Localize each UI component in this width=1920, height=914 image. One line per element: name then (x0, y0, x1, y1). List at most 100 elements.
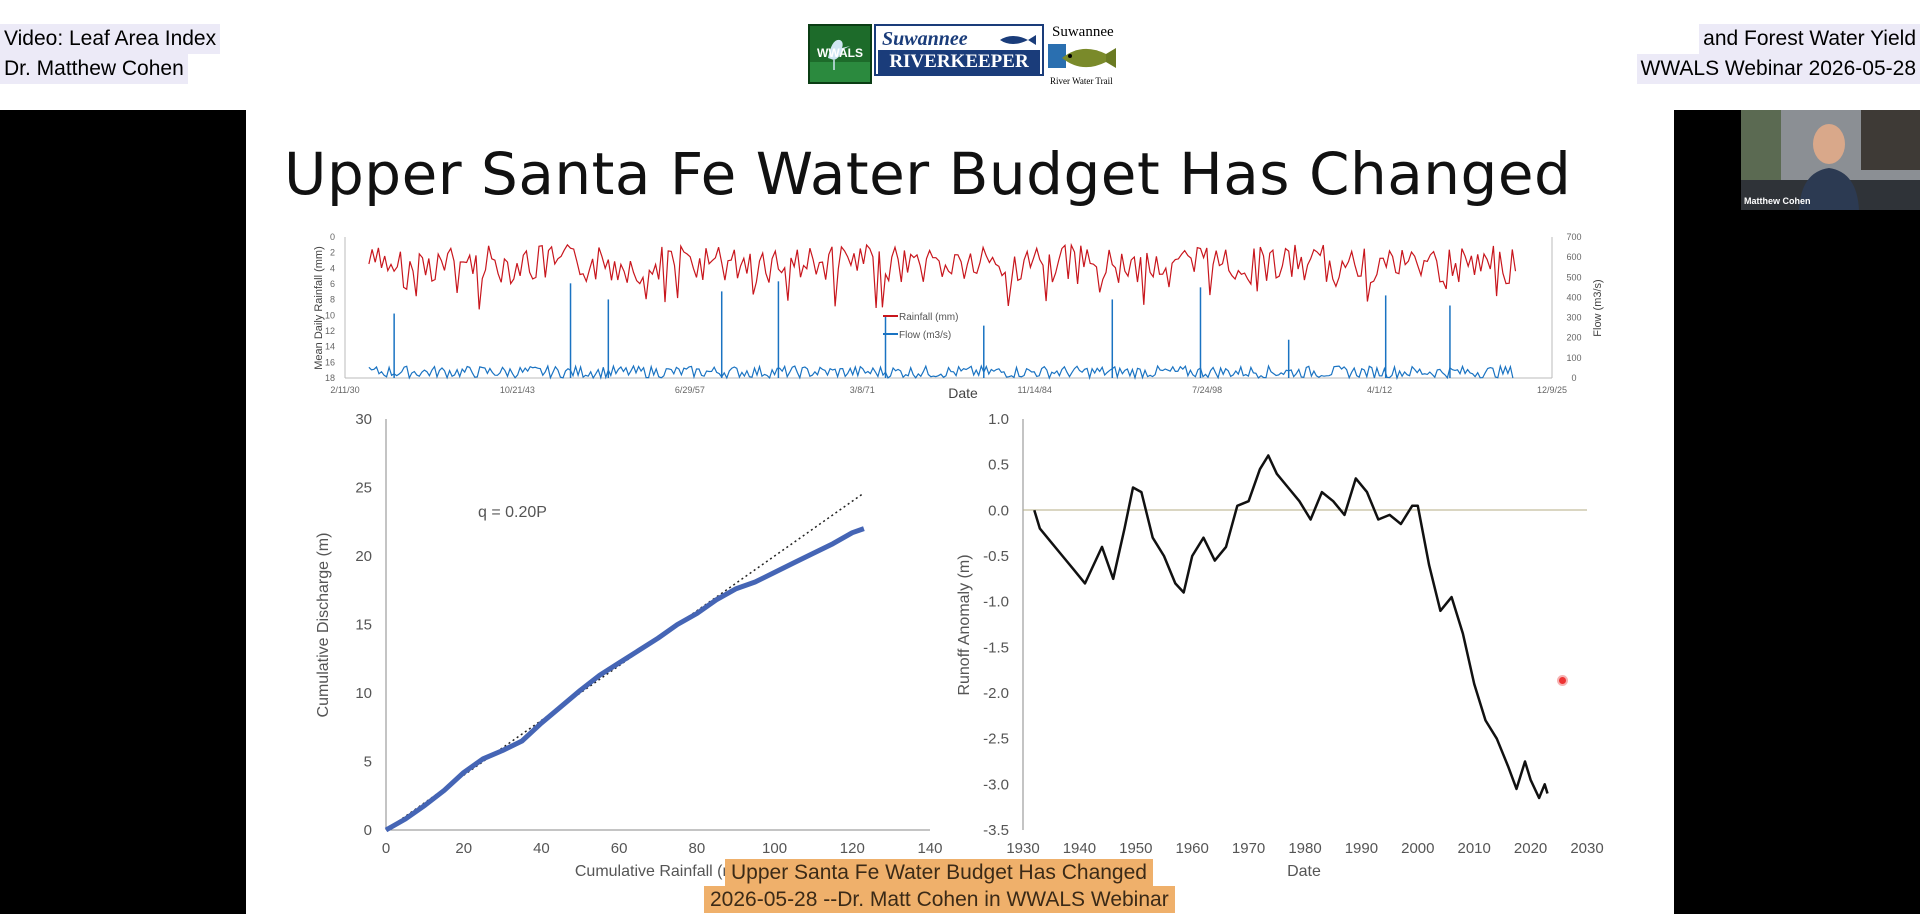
webcam-name-label: Matthew Cohen (1744, 196, 1811, 206)
x-tick-label: 1960 (1176, 840, 1209, 857)
rainfall-tick-label: 6 (330, 279, 335, 289)
presenter-icon (1741, 110, 1920, 210)
slide (246, 110, 1674, 914)
x-tick-label: 1950 (1119, 840, 1152, 857)
rainfall-axis-ticks: 0 2 4 6 8 10 12 14 16 18 (325, 232, 335, 383)
rainfall-tick-label: 0 (330, 232, 335, 242)
water-trail-logo-top: Suwannee (1052, 24, 1114, 40)
date-tick-label: 12/9/25 (1537, 385, 1567, 395)
flow-tick-label: 0 (1571, 373, 1576, 383)
x-tick-label: 2000 (1401, 840, 1434, 857)
x-tick-label: 1990 (1345, 840, 1378, 857)
y-tick-label: -3.5 (983, 822, 1009, 839)
cumulative-chart: 0 20 40 60 80 100 120 140 0 5 10 15 20 25 30 q = 0.20P… (315, 411, 943, 880)
rainfall-tick-label: 16 (325, 357, 335, 367)
y-tick-label: 30 (355, 411, 372, 428)
cumulative-series (384, 526, 865, 833)
rainfall-tick-label: 8 (330, 295, 335, 305)
header-right-line1: and Forest Water Yield (1699, 24, 1920, 54)
chart2-xlabel: Cumulative Rainfall (m) (575, 863, 741, 880)
date-tick-label: 3/8/71 (850, 385, 875, 395)
rainfall-tick-label: 12 (325, 326, 335, 336)
anomaly-series (1033, 454, 1549, 800)
slide-title: Upper Santa Fe Water Budget Has Changed (284, 140, 1572, 208)
caption-line1: Upper Santa Fe Water Budget Has Changed (725, 859, 1153, 886)
x-tick-label: 100 (762, 840, 787, 857)
heron-icon (810, 39, 870, 82)
y-tick-label: 25 (355, 480, 372, 497)
flow-axis-ticks: 0 100 200 300 400 500 600 700 (1566, 232, 1581, 383)
x-tick-label: 2020 (1514, 840, 1547, 857)
y-tick-label: 0.0 (988, 502, 1009, 519)
fish-icon (1000, 35, 1036, 45)
flow-line (368, 363, 1514, 381)
y-tick-label: -0.5 (983, 548, 1009, 565)
chart1-legend: Rainfall (mm) Flow (m3/s) (883, 312, 958, 341)
riverkeeper-logo: Suwannee RIVERKEEPER (874, 24, 1044, 76)
rainfall-tick-label: 10 (325, 310, 335, 320)
runoff-anomaly-chart: 1930 1940 1950 1960 1970 1980 1990 2000 2010 2020… (956, 411, 1604, 880)
date-tick-label: 11/14/84 (1018, 385, 1052, 395)
wwals-logo-text: WWALS (817, 46, 863, 60)
y-tick-label: 10 (355, 685, 372, 702)
flow-tick-label: 600 (1566, 252, 1581, 262)
rainfall-tick-label: 4 (330, 263, 335, 273)
x-tick-label: 2030 (1570, 840, 1603, 857)
legend-rainfall-label: Rainfall (mm) (899, 312, 958, 323)
rainfall-series (368, 242, 1517, 310)
x-tick-label: 60 (611, 840, 628, 857)
cumulative-axis-ticks: 0 20 40 60 80 100 120 140 0 5 10 15 20 25 30 (355, 411, 942, 857)
y-tick-label: 1.0 (988, 411, 1009, 428)
webcam-video[interactable] (1741, 110, 1920, 210)
y-tick-label: 0.5 (988, 457, 1009, 474)
x-tick-label: 1940 (1063, 840, 1096, 857)
logo-group: WWALS Suwannee RIVERKEEPER Suwannee Rive… (808, 24, 1124, 88)
x-tick-label: 1970 (1232, 840, 1265, 857)
y-tick-label: -2.5 (983, 731, 1009, 748)
y-tick-label: -3.0 (983, 776, 1009, 793)
flow-tick-label: 200 (1566, 333, 1581, 343)
x-tick-label: 80 (689, 840, 706, 857)
water-trail-logo: Suwannee River Water Trail (1048, 24, 1124, 88)
flow-tick-label: 300 (1566, 313, 1581, 323)
chart1-y2label: Flow (m3/s) (1592, 279, 1604, 336)
y-tick-label: -1.0 (983, 594, 1009, 611)
chart1-xlabel: Date (948, 385, 978, 401)
rainfall-tick-label: 18 (325, 373, 335, 383)
y-tick-label: -1.5 (983, 639, 1009, 656)
date-tick-label: 10/21/43 (500, 385, 535, 395)
x-tick-label: 1930 (1006, 840, 1039, 857)
date-tick-label: 7/24/98 (1192, 385, 1222, 395)
legend-flow-label: Flow (m3/s) (899, 330, 951, 341)
x-tick-label: 140 (917, 840, 942, 857)
caption-line2: 2026-05-28 --Dr. Matt Cohen in WWALS Web… (704, 886, 1175, 913)
y-tick-label: -2.0 (983, 685, 1009, 702)
header-right-line2: WWALS Webinar 2026-05-28 (1636, 54, 1920, 84)
water-trail-logo-bottom: River Water Trail (1050, 76, 1113, 86)
flow-series (368, 281, 1514, 381)
riverkeeper-logo-top: Suwannee (882, 28, 968, 50)
chart2-ylabel: Cumulative Discharge (m) (315, 533, 332, 718)
header-left-line2: Dr. Matthew Cohen (0, 54, 188, 84)
chart1-ylabel: Mean Daily Rainfall (mm) (313, 246, 325, 369)
anomaly-axis-ticks: 1930 1940 1950 1960 1970 1980 1990 2000 2010 2020… (983, 411, 1604, 857)
flow-tick-label: 100 (1566, 353, 1581, 363)
y-tick-label: 20 (355, 548, 372, 565)
flow-tick-label: 400 (1566, 292, 1581, 302)
rainfall-line (368, 242, 1517, 310)
rainfall-flow-chart: 0 2 4 6 8 10 12 14 16 18 0 100 200 300 400 500 600 700 2… (313, 232, 1604, 401)
bass-fish-icon (1048, 44, 1116, 68)
chart3-xlabel: Date (1287, 863, 1321, 880)
x-tick-label: 120 (840, 840, 865, 857)
date-tick-label: 2/11/30 (330, 385, 359, 395)
flow-tick-label: 500 (1566, 272, 1581, 282)
rainfall-tick-label: 2 (330, 248, 335, 258)
date-tick-label: 4/1/12 (1367, 385, 1392, 395)
date-axis-ticks: 2/11/30 10/21/43 6/29/57 3/8/71 11/14/84 7/24… (330, 385, 1567, 395)
date-tick-label: 6/29/57 (675, 385, 705, 395)
riverkeeper-logo-bottom: RIVERKEEPER (878, 50, 1040, 74)
fit-annotation: q = 0.20P (478, 504, 547, 521)
x-tick-label: 2010 (1458, 840, 1491, 857)
rainfall-tick-label: 14 (325, 342, 335, 352)
